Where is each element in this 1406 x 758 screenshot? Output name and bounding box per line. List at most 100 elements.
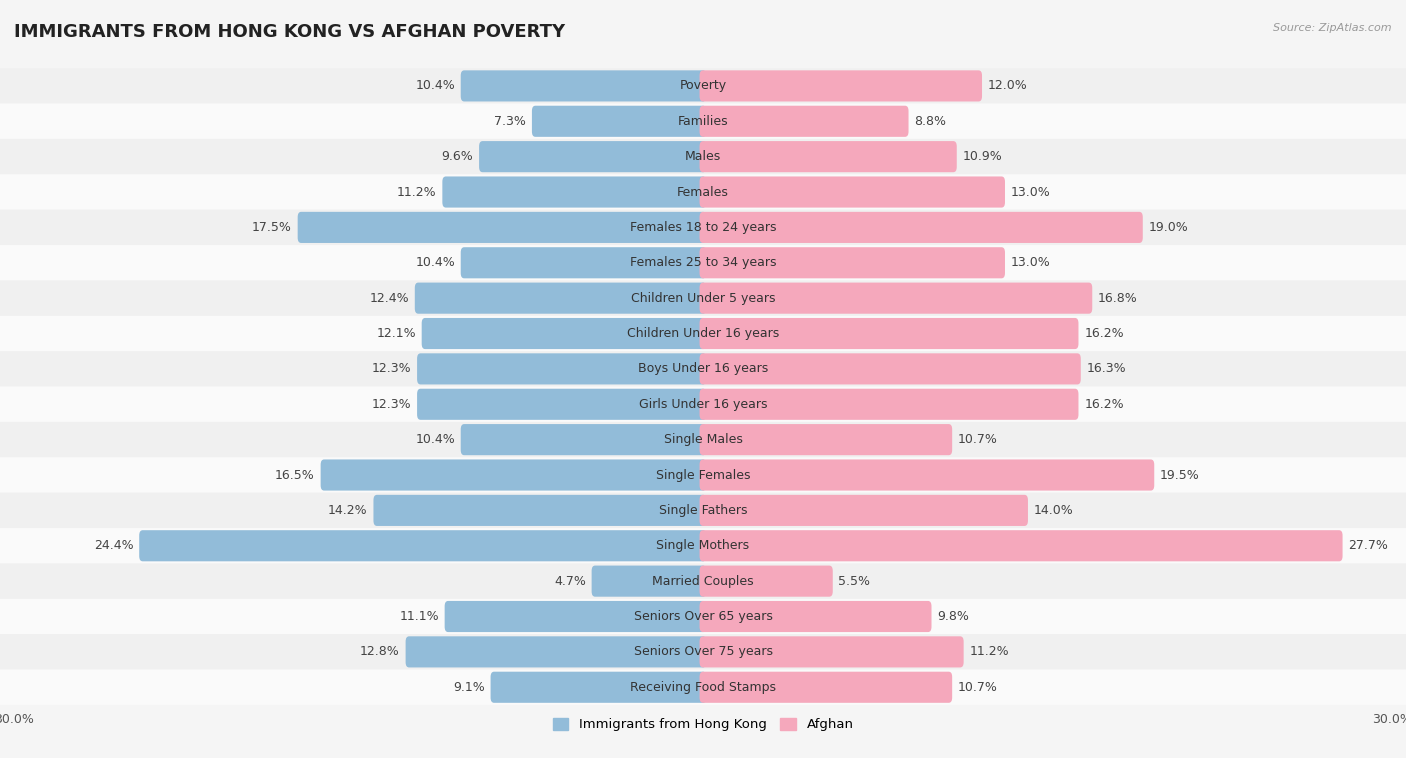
Text: Females: Females [678, 186, 728, 199]
Text: 14.2%: 14.2% [328, 504, 368, 517]
FancyBboxPatch shape [461, 424, 706, 456]
Text: 12.0%: 12.0% [988, 80, 1028, 92]
FancyBboxPatch shape [298, 211, 706, 243]
FancyBboxPatch shape [700, 672, 952, 703]
Text: Seniors Over 75 years: Seniors Over 75 years [634, 645, 772, 659]
FancyBboxPatch shape [592, 565, 706, 597]
Text: Receiving Food Stamps: Receiving Food Stamps [630, 681, 776, 694]
FancyBboxPatch shape [461, 247, 706, 278]
Text: 27.7%: 27.7% [1348, 539, 1388, 553]
Text: 12.8%: 12.8% [360, 645, 399, 659]
Text: 16.2%: 16.2% [1084, 398, 1123, 411]
FancyBboxPatch shape [405, 636, 706, 668]
Text: Source: ZipAtlas.com: Source: ZipAtlas.com [1274, 23, 1392, 33]
FancyBboxPatch shape [418, 389, 706, 420]
Text: 10.4%: 10.4% [415, 256, 456, 269]
FancyBboxPatch shape [700, 70, 981, 102]
FancyBboxPatch shape [491, 672, 706, 703]
FancyBboxPatch shape [139, 530, 706, 562]
Text: 13.0%: 13.0% [1011, 256, 1050, 269]
FancyBboxPatch shape [0, 104, 1406, 139]
FancyBboxPatch shape [0, 210, 1406, 245]
Text: 10.9%: 10.9% [963, 150, 1002, 163]
FancyBboxPatch shape [418, 353, 706, 384]
Text: 17.5%: 17.5% [252, 221, 292, 234]
Text: 16.3%: 16.3% [1087, 362, 1126, 375]
Text: Single Males: Single Males [664, 433, 742, 446]
FancyBboxPatch shape [0, 174, 1406, 210]
FancyBboxPatch shape [700, 459, 1154, 490]
FancyBboxPatch shape [422, 318, 706, 349]
FancyBboxPatch shape [444, 601, 706, 632]
Text: 16.5%: 16.5% [276, 468, 315, 481]
FancyBboxPatch shape [700, 636, 963, 668]
Text: 19.0%: 19.0% [1149, 221, 1188, 234]
FancyBboxPatch shape [531, 105, 706, 137]
FancyBboxPatch shape [0, 563, 1406, 599]
Text: 10.4%: 10.4% [415, 80, 456, 92]
FancyBboxPatch shape [0, 280, 1406, 316]
Text: 5.5%: 5.5% [838, 575, 870, 587]
FancyBboxPatch shape [700, 495, 1028, 526]
Text: 16.2%: 16.2% [1084, 327, 1123, 340]
Text: 19.5%: 19.5% [1160, 468, 1199, 481]
Text: 14.0%: 14.0% [1033, 504, 1073, 517]
Text: 11.2%: 11.2% [969, 645, 1010, 659]
Text: 10.7%: 10.7% [957, 681, 998, 694]
Text: 9.8%: 9.8% [938, 610, 969, 623]
Text: Males: Males [685, 150, 721, 163]
FancyBboxPatch shape [0, 316, 1406, 351]
Text: 12.4%: 12.4% [370, 292, 409, 305]
Text: 24.4%: 24.4% [94, 539, 134, 553]
Text: Seniors Over 65 years: Seniors Over 65 years [634, 610, 772, 623]
Text: IMMIGRANTS FROM HONG KONG VS AFGHAN POVERTY: IMMIGRANTS FROM HONG KONG VS AFGHAN POVE… [14, 23, 565, 41]
Text: Single Mothers: Single Mothers [657, 539, 749, 553]
FancyBboxPatch shape [0, 351, 1406, 387]
Text: Single Fathers: Single Fathers [659, 504, 747, 517]
Text: 16.8%: 16.8% [1098, 292, 1137, 305]
FancyBboxPatch shape [0, 422, 1406, 457]
Text: 10.7%: 10.7% [957, 433, 998, 446]
FancyBboxPatch shape [0, 493, 1406, 528]
FancyBboxPatch shape [700, 530, 1343, 562]
FancyBboxPatch shape [0, 245, 1406, 280]
FancyBboxPatch shape [0, 669, 1406, 705]
FancyBboxPatch shape [443, 177, 706, 208]
Text: 9.1%: 9.1% [453, 681, 485, 694]
Text: Families: Families [678, 114, 728, 128]
FancyBboxPatch shape [321, 459, 706, 490]
Text: Single Females: Single Females [655, 468, 751, 481]
Text: 13.0%: 13.0% [1011, 186, 1050, 199]
Text: Children Under 16 years: Children Under 16 years [627, 327, 779, 340]
FancyBboxPatch shape [700, 105, 908, 137]
FancyBboxPatch shape [0, 457, 1406, 493]
Text: 9.6%: 9.6% [441, 150, 474, 163]
Legend: Immigrants from Hong Kong, Afghan: Immigrants from Hong Kong, Afghan [547, 713, 859, 737]
Text: 8.8%: 8.8% [914, 114, 946, 128]
FancyBboxPatch shape [479, 141, 706, 172]
FancyBboxPatch shape [0, 68, 1406, 104]
FancyBboxPatch shape [374, 495, 706, 526]
FancyBboxPatch shape [415, 283, 706, 314]
Text: 12.3%: 12.3% [371, 398, 412, 411]
FancyBboxPatch shape [0, 634, 1406, 669]
Text: 4.7%: 4.7% [554, 575, 586, 587]
Text: 7.3%: 7.3% [495, 114, 526, 128]
Text: Married Couples: Married Couples [652, 575, 754, 587]
Text: Females 18 to 24 years: Females 18 to 24 years [630, 221, 776, 234]
FancyBboxPatch shape [700, 211, 1143, 243]
FancyBboxPatch shape [0, 528, 1406, 563]
Text: 12.3%: 12.3% [371, 362, 412, 375]
FancyBboxPatch shape [0, 387, 1406, 422]
Text: Girls Under 16 years: Girls Under 16 years [638, 398, 768, 411]
FancyBboxPatch shape [461, 70, 706, 102]
FancyBboxPatch shape [700, 141, 956, 172]
FancyBboxPatch shape [700, 424, 952, 456]
FancyBboxPatch shape [700, 177, 1005, 208]
Text: 10.4%: 10.4% [415, 433, 456, 446]
FancyBboxPatch shape [0, 599, 1406, 634]
FancyBboxPatch shape [700, 318, 1078, 349]
FancyBboxPatch shape [700, 353, 1081, 384]
Text: 11.1%: 11.1% [399, 610, 439, 623]
Text: 12.1%: 12.1% [377, 327, 416, 340]
